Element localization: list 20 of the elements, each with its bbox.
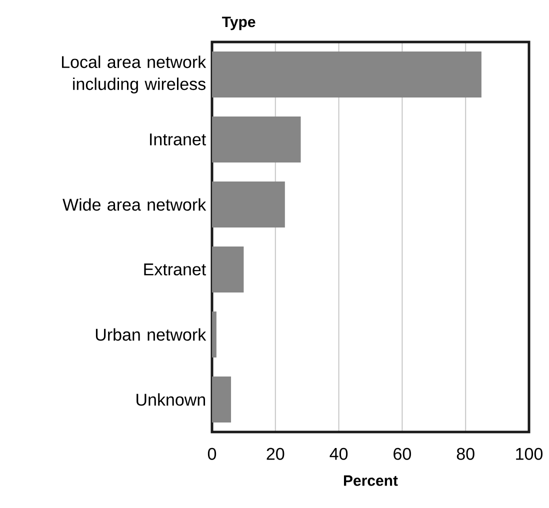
x-tick-label: 20 [266,448,284,460]
y-tick-label: Urban network [96,328,206,341]
y-tick-label: Unknown [136,393,206,406]
bar [212,376,232,422]
y-tick-label: Local area network including wireless [62,56,206,94]
y-tick-label: Intranet [150,134,206,146]
bar [212,181,285,228]
y-axis-title: Type [222,16,256,30]
bar [212,246,244,292]
bar [212,311,216,358]
x-tick-label: 100 [516,448,543,460]
y-tick-label: Extranet [144,264,206,276]
x-tick-label: 40 [330,448,348,460]
x-tick-label: 60 [394,448,411,460]
x-axis-title: Percent [344,475,398,486]
x-tick-label: 0 [208,448,216,460]
y-tick-label: Wide area network [62,198,206,211]
x-tick-label: 80 [456,448,474,460]
bar [212,52,482,98]
bar [212,116,301,162]
